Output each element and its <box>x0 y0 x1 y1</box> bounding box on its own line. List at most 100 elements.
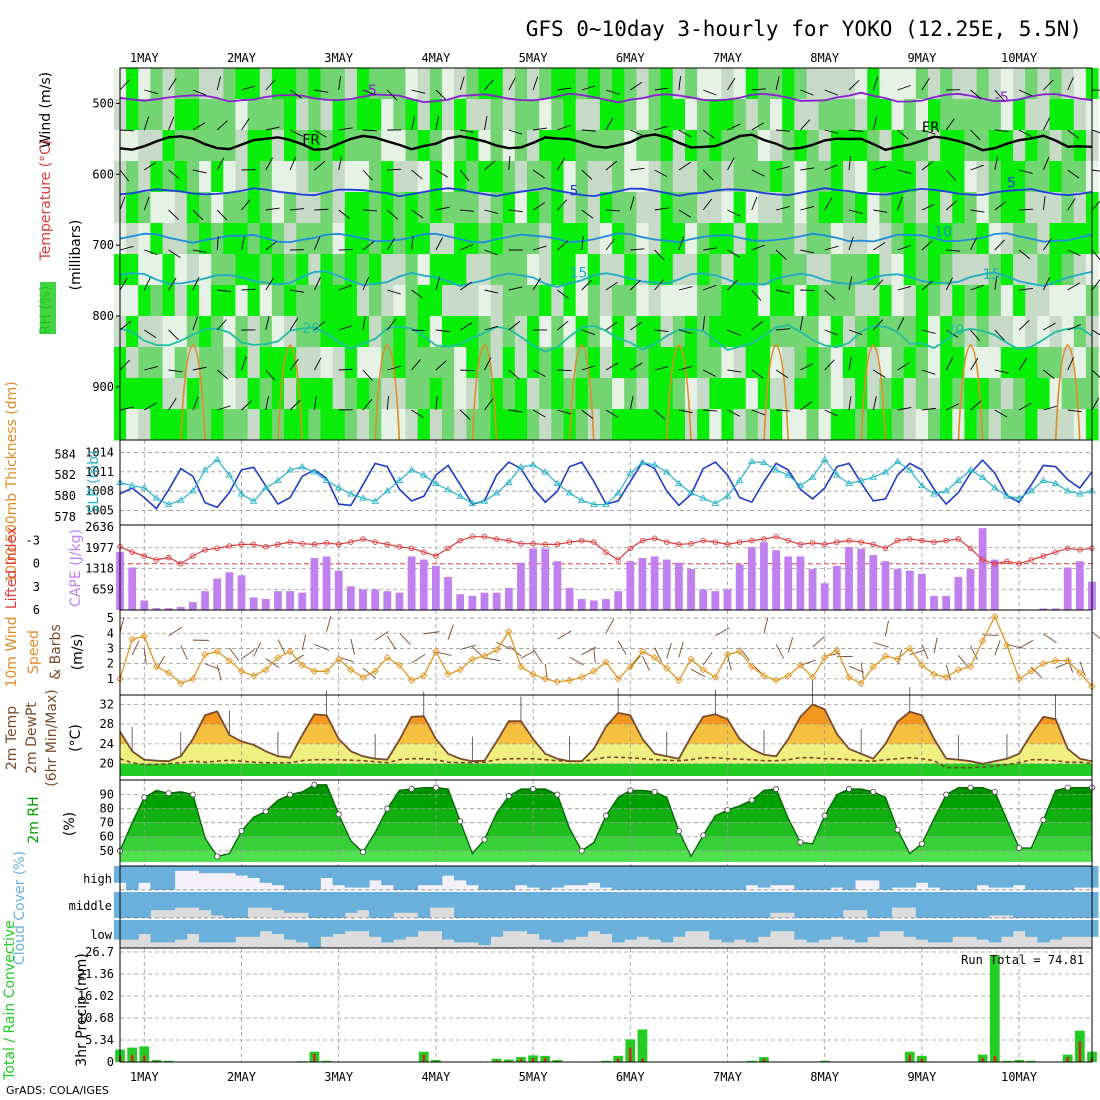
precip-conv-bar <box>495 1060 498 1062</box>
wind-barb <box>119 359 131 371</box>
run-total: Run Total = 74.81 <box>961 953 1084 967</box>
lifted-marker <box>530 540 536 547</box>
rh-cell <box>1037 316 1050 348</box>
rh-cell <box>599 223 613 255</box>
wind-barb <box>119 169 130 182</box>
wind-barb <box>897 285 912 291</box>
wind-barb <box>1043 79 1054 91</box>
wind-barb <box>605 409 619 418</box>
upper-label-wind: Wind (m/s) <box>38 72 54 148</box>
rh-cell <box>976 130 990 162</box>
cloud-cell <box>429 892 443 908</box>
rh-cell <box>733 68 747 100</box>
lifted-marker <box>421 549 427 555</box>
rh-cell <box>223 347 236 379</box>
wind10m-marker <box>845 673 853 681</box>
rh-cell <box>1073 223 1087 255</box>
rh-cell <box>587 285 601 317</box>
rh-cell <box>235 223 249 255</box>
cloud-cell <box>660 866 674 890</box>
wind-barb <box>1067 324 1081 331</box>
cloud-cell <box>757 866 771 888</box>
rh-cell <box>539 223 552 255</box>
rh-cell <box>1049 378 1063 410</box>
rh-cell <box>709 192 722 224</box>
lifted-marker <box>226 543 233 549</box>
wind-barb <box>678 129 692 138</box>
rh-cell <box>344 192 358 224</box>
wind-barb <box>1019 208 1034 211</box>
rh-cell <box>964 378 978 410</box>
rh-cell <box>660 347 674 379</box>
rh-cell <box>697 378 710 410</box>
wind10m-barb <box>277 639 286 654</box>
wind-barb <box>678 209 692 218</box>
lifted-marker <box>785 537 792 544</box>
contour-label: 15 <box>983 267 1001 283</box>
wind-barb <box>581 236 584 251</box>
wind10m-marker <box>541 675 549 683</box>
rh-cell <box>806 161 820 193</box>
wind-barb <box>703 89 717 96</box>
wind-barb <box>362 369 373 381</box>
cloud-cell <box>660 892 674 918</box>
wind-tick: 3 <box>107 641 114 655</box>
cloud-cell <box>976 892 990 918</box>
cloud-cell <box>478 866 491 890</box>
rh-cell <box>952 192 965 224</box>
precip-tick: 16.02 <box>78 989 114 1003</box>
cloud-cell <box>1025 892 1038 918</box>
rh-cell <box>344 68 358 100</box>
rh-cell <box>648 254 662 286</box>
cloud-cell <box>514 892 528 918</box>
wind-barb <box>581 169 593 180</box>
rh-cell <box>1061 316 1075 348</box>
rh-cell <box>575 161 589 193</box>
wind-barb <box>1091 279 1100 291</box>
rh-cell <box>138 254 151 286</box>
date-tick-bottom: 7MAY <box>713 1070 743 1084</box>
wind-barb <box>751 88 766 91</box>
thickness-marker <box>1015 494 1023 501</box>
wind-barb <box>800 206 815 211</box>
rh2m-marker <box>991 788 998 795</box>
rh-cell <box>964 254 978 286</box>
rh-cell <box>879 254 893 286</box>
thickness-marker <box>930 490 938 497</box>
rh-cell <box>381 99 394 131</box>
rh-cell <box>745 347 759 379</box>
cloud-cell <box>308 920 321 948</box>
rh-cell <box>296 409 309 441</box>
rh2m-marker <box>481 836 488 843</box>
rh-cell <box>1049 285 1063 317</box>
precip-conv-bar <box>422 1054 425 1062</box>
rh-cell <box>636 316 650 348</box>
rh-cell <box>855 285 868 317</box>
precip-conv-bar <box>313 1053 316 1062</box>
wind-barb <box>727 279 738 291</box>
rh-cell <box>174 254 188 286</box>
precip-total-bar <box>637 1029 648 1062</box>
cloud-cell <box>563 892 577 918</box>
cloud-cell <box>198 920 212 943</box>
rh-cell <box>1073 99 1087 131</box>
lifted-marker <box>153 557 160 563</box>
wind10m-marker <box>274 653 282 662</box>
rh-cell <box>186 254 200 286</box>
wind-barb <box>362 240 375 251</box>
rh-cell <box>466 192 479 224</box>
isotherm-5 <box>119 187 1093 198</box>
rh-cell <box>830 254 844 286</box>
rh-cell <box>879 68 893 100</box>
rh-cell <box>612 347 625 379</box>
cloud-cell <box>940 920 953 943</box>
rh-cell <box>624 99 637 131</box>
cloud-cell <box>417 920 431 932</box>
wind-barb <box>290 289 304 293</box>
wind-barb <box>338 209 350 220</box>
warm-contour <box>471 344 498 441</box>
rh-cell <box>1025 254 1038 286</box>
rh-cell <box>211 68 224 100</box>
wind10m-barb <box>557 630 572 640</box>
